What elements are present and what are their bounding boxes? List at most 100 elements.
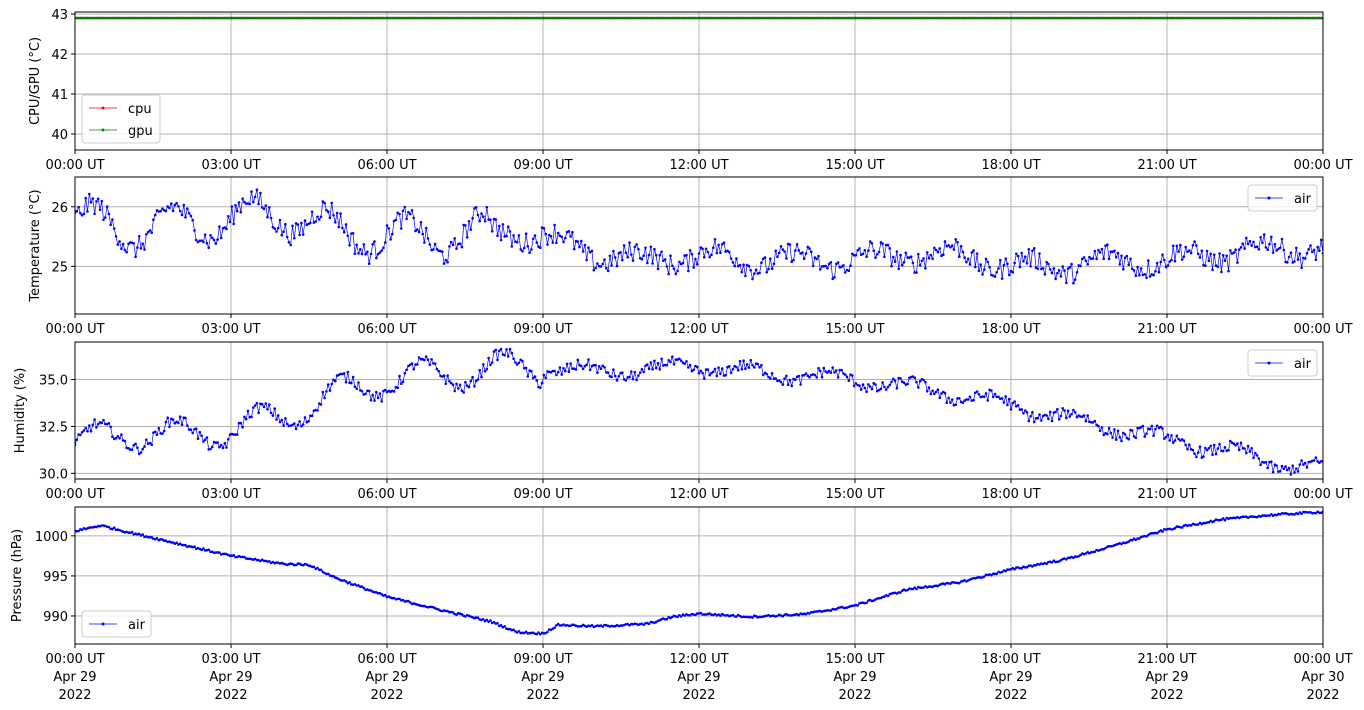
data-point — [96, 197, 100, 201]
data-point — [93, 418, 96, 421]
data-point — [1122, 267, 1125, 271]
data-point — [205, 436, 209, 439]
data-point — [1031, 410, 1034, 414]
data-point — [1212, 443, 1216, 447]
data-point — [818, 369, 822, 373]
data-point — [474, 206, 478, 209]
data-point — [289, 16, 293, 20]
data-point — [75, 209, 79, 213]
data-point — [820, 375, 824, 379]
data-point — [547, 16, 551, 20]
data-point — [216, 238, 219, 241]
data-point — [118, 240, 121, 243]
data-point — [1236, 16, 1239, 20]
data-point — [1084, 16, 1088, 20]
data-point — [164, 209, 168, 213]
x-tick-date: Apr 29 — [209, 670, 252, 685]
data-point — [1009, 408, 1013, 411]
data-point — [628, 375, 631, 379]
data-point — [938, 16, 941, 20]
data-point — [1243, 447, 1246, 450]
data-point — [1123, 433, 1127, 436]
data-point — [519, 248, 522, 251]
data-point — [1075, 271, 1079, 274]
data-point — [715, 16, 719, 20]
data-point — [669, 254, 672, 257]
data-point — [1218, 252, 1221, 255]
data-point — [770, 267, 774, 271]
data-point — [309, 221, 312, 225]
data-point — [273, 16, 277, 20]
data-point — [490, 16, 494, 20]
data-point — [590, 16, 594, 20]
data-point — [802, 16, 806, 20]
data-point — [977, 393, 981, 396]
data-point — [1173, 439, 1177, 442]
data-point — [599, 16, 603, 20]
data-point — [1202, 16, 1205, 20]
data-point — [230, 16, 234, 20]
data-point — [191, 218, 194, 222]
data-point — [446, 260, 449, 264]
data-point — [1229, 516, 1232, 520]
data-point — [542, 373, 546, 377]
data-point — [473, 385, 476, 388]
data-point — [808, 16, 811, 20]
data-point — [697, 252, 701, 255]
data-point — [690, 252, 694, 256]
data-point — [321, 16, 325, 20]
data-point — [155, 433, 159, 437]
data-point — [555, 241, 558, 244]
data-point — [817, 366, 820, 370]
data-point — [152, 16, 155, 20]
data-point — [1097, 248, 1100, 252]
data-point — [114, 235, 118, 238]
data-point — [540, 16, 544, 20]
data-point — [1004, 257, 1007, 261]
data-point — [86, 429, 89, 433]
data-point — [98, 208, 102, 211]
data-point — [1221, 517, 1225, 520]
data-point — [451, 611, 455, 614]
data-point — [146, 16, 150, 20]
data-point — [849, 264, 852, 268]
data-point — [565, 16, 569, 20]
data-point — [1170, 434, 1173, 437]
data-point — [1015, 252, 1018, 256]
data-point — [228, 220, 232, 224]
data-point — [1155, 261, 1159, 265]
data-point — [1020, 16, 1023, 20]
data-point — [1077, 16, 1080, 20]
data-point — [954, 238, 957, 241]
data-point — [546, 630, 549, 634]
data-point — [806, 374, 810, 378]
data-point — [899, 253, 902, 257]
data-point — [339, 16, 342, 20]
data-point — [410, 209, 414, 212]
data-point — [938, 247, 941, 250]
data-point — [947, 244, 950, 247]
data-point — [701, 247, 704, 251]
data-point — [651, 16, 654, 20]
data-point — [842, 16, 845, 20]
data-point — [688, 16, 692, 20]
data-point — [1166, 433, 1170, 437]
data-point — [75, 16, 79, 20]
data-point — [194, 16, 198, 20]
data-point — [635, 243, 638, 246]
data-point — [1068, 266, 1072, 269]
data-point — [840, 16, 843, 20]
data-point — [355, 243, 359, 246]
data-point — [904, 16, 908, 20]
data-point — [328, 389, 332, 392]
data-point — [1002, 16, 1006, 20]
data-point — [416, 16, 419, 20]
data-point — [207, 16, 210, 20]
data-point — [524, 366, 528, 370]
data-point — [474, 16, 478, 20]
data-point — [1314, 511, 1318, 515]
data-point — [854, 254, 858, 257]
data-point — [458, 16, 462, 20]
data-point — [1184, 245, 1187, 249]
data-point — [555, 624, 558, 627]
